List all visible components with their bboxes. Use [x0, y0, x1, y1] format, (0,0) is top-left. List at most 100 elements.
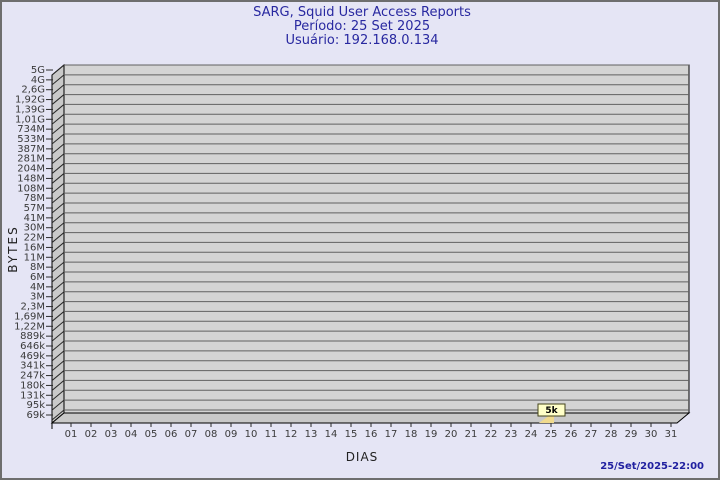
wall-diagonal [51, 143, 65, 155]
y-tick-label: 1,39G [15, 104, 45, 115]
x-tick-label: 10 [245, 429, 258, 440]
wall-diagonal [51, 389, 65, 401]
wall-diagonal [51, 261, 65, 273]
wall-diagonal [51, 133, 65, 145]
x-tick-label: 11 [265, 429, 278, 440]
x-tick-label: 30 [645, 429, 658, 440]
wall-diagonal [51, 399, 65, 411]
y-tick-label: 2,3M [20, 302, 45, 313]
y-tick-label: 4G [31, 75, 45, 86]
x-tick-label: 26 [565, 429, 578, 440]
y-axis: 5G4G2,6G1,92G1,39G1,01G734M533M387M281M2… [14, 64, 689, 421]
y-tick-label: 734M [17, 124, 45, 135]
marker-flag [539, 415, 554, 423]
x-tick-label: 04 [125, 429, 138, 440]
y-tick-label: 889k [20, 331, 45, 342]
plot-floor [50, 412, 691, 424]
wall-diagonal [51, 163, 65, 174]
generated-timestamp: 25/Set/2025-22:00 [600, 461, 704, 472]
x-tick-label: 28 [605, 429, 618, 440]
wall-diagonal [51, 281, 65, 293]
y-tick-label: 646k [20, 341, 45, 352]
y-tick-label: 78M [24, 193, 45, 204]
chart-user-subtitle: Usuário: 192.168.0.134 [285, 33, 439, 48]
y-tick-label: 148M [17, 173, 45, 184]
wall-diagonal [51, 320, 65, 332]
y-tick-label: 6M [30, 272, 45, 283]
x-tick-label: 22 [485, 429, 498, 440]
y-tick-label: 131k [20, 390, 45, 401]
wall-diagonal [51, 202, 65, 214]
y-tick-label: 1,69M [14, 311, 45, 322]
wall-diagonal [51, 380, 65, 391]
wall-diagonal [51, 212, 65, 224]
x-tick-label: 21 [465, 429, 478, 440]
wall-diagonal [51, 64, 65, 76]
wall-diagonal [51, 113, 65, 125]
wall-diagonal [51, 74, 65, 86]
wall-diagonal [51, 123, 65, 135]
y-tick-label: 1,01G [15, 114, 45, 125]
x-tick-label: 25 [545, 429, 558, 440]
y-tick-label: 1,92G [15, 95, 45, 106]
y-tick-label: 281M [17, 154, 45, 165]
x-tick-label: 15 [345, 429, 358, 440]
wall-diagonal [51, 340, 65, 352]
x-tick-label: 23 [505, 429, 518, 440]
y-tick-label: 247k [20, 371, 45, 382]
wall-diagonal [51, 232, 65, 243]
wall-diagonal [51, 360, 65, 372]
chart-title: SARG, Squid User Access Reports [253, 5, 471, 20]
x-tick-label: 06 [165, 429, 178, 440]
x-tick-label: 12 [285, 429, 298, 440]
x-tick-label: 02 [85, 429, 98, 440]
x-tick-label: 27 [585, 429, 598, 440]
y-tick-label: 2,6G [21, 85, 45, 96]
y-tick-label: 469k [20, 351, 45, 362]
data-point-marker: 5k [537, 403, 566, 423]
y-tick-label: 41M [24, 213, 45, 224]
x-tick-label: 20 [445, 429, 458, 440]
y-tick-label: 204M [17, 164, 45, 175]
wall-diagonal [51, 301, 65, 312]
y-tick-label: 11M [24, 252, 45, 263]
wall-diagonal [51, 182, 65, 194]
y-tick-label: 341k [20, 361, 45, 372]
wall-diagonal [51, 350, 65, 362]
wall-diagonal [51, 84, 65, 96]
y-tick-label: 16M [24, 242, 45, 253]
wall-diagonal [51, 173, 65, 184]
x-tick-label: 16 [365, 429, 378, 440]
x-tick-label: 08 [205, 429, 218, 440]
x-tick-label: 14 [325, 429, 338, 440]
marker-value-label: 5k [545, 406, 558, 416]
y-tick-label: 4M [30, 282, 45, 293]
wall-diagonal [51, 192, 65, 204]
wall-diagonal [51, 251, 65, 263]
wall-diagonal [51, 370, 65, 381]
x-tick-label: 29 [625, 429, 638, 440]
y-tick-label: 8M [30, 262, 45, 273]
y-tick-label: 180k [20, 380, 45, 391]
x-tick-label: 05 [145, 429, 158, 440]
y-tick-label: 22M [24, 233, 45, 244]
x-tick-label: 07 [185, 429, 198, 440]
x-tick-label: 09 [225, 429, 238, 440]
wall-diagonal [51, 242, 65, 253]
marker-tag [537, 403, 566, 417]
x-axis: 01 02 03 04 05 06 07 08 09 10 11 12 13 14 15 16 17 18 19 20… [65, 423, 677, 440]
y-tick-label: 5G [31, 65, 45, 76]
y-tick-label: 108M [17, 183, 45, 194]
x-tick-label: 24 [525, 429, 538, 440]
wall-diagonal [51, 104, 65, 115]
wall-diagonal [51, 153, 65, 165]
wall-diagonal [51, 311, 65, 322]
chart-title-block: SARG, Squid User Access Reports Período:… [2, 6, 720, 48]
y-tick-label: 69k [26, 410, 45, 421]
y-tick-label: 1,22M [14, 321, 45, 332]
wall-diagonal [51, 222, 65, 234]
wall-diagonal [51, 291, 65, 303]
x-tick-label: 01 [65, 429, 78, 440]
y-tick-label: 57M [24, 203, 45, 214]
